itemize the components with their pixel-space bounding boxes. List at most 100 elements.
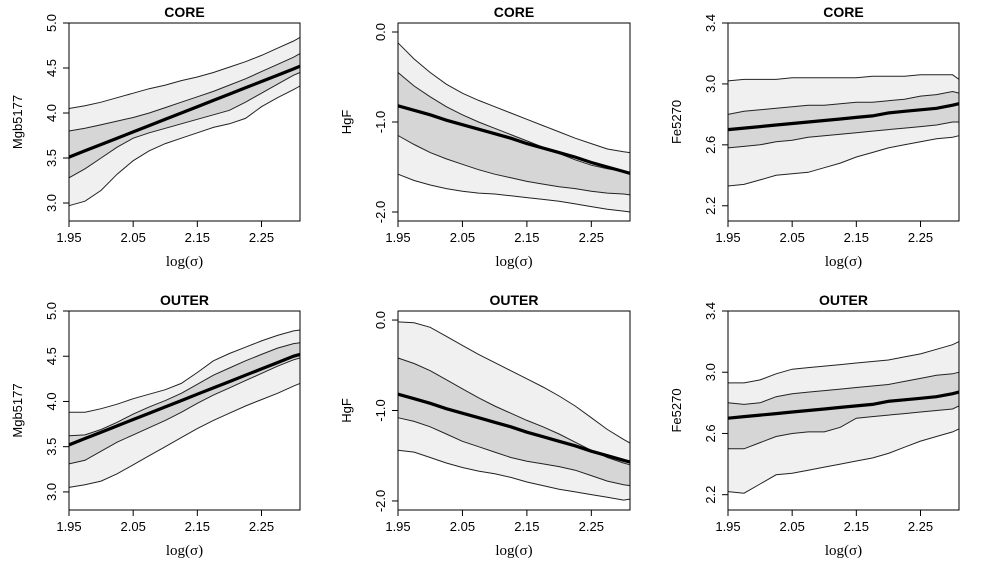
y-tick-label: 5.0 bbox=[44, 302, 59, 320]
band-edge-outer-upper bbox=[69, 329, 301, 413]
y-tick-label: 2.6 bbox=[703, 424, 718, 442]
x-tick-label: 2.05 bbox=[450, 519, 475, 534]
chart-panel-3: CORE 1.95 2.05 2.15 2.25 2.2 2.6 3.0 3.4 log(σ) Fe… bbox=[669, 4, 960, 270]
x-tick-label: 2.15 bbox=[514, 230, 539, 245]
x-tick-label: 2.05 bbox=[450, 230, 475, 245]
x-tick-label: 2.25 bbox=[908, 230, 933, 245]
y-tick-label: 5.0 bbox=[44, 14, 59, 32]
band-edge-outer-lower bbox=[727, 135, 960, 187]
x-tick-label: 2.15 bbox=[185, 230, 210, 245]
band-edge-outer-lower bbox=[727, 428, 960, 494]
band-edge-inner-lower bbox=[727, 121, 959, 149]
band-edge-inner-upper bbox=[68, 342, 301, 437]
y-tick-label: 3.4 bbox=[703, 302, 718, 320]
chart-title: CORE bbox=[823, 4, 863, 20]
y-tick-label: 4.0 bbox=[44, 392, 59, 410]
fit-line bbox=[397, 104, 631, 175]
x-tick-label: 2.25 bbox=[908, 519, 933, 534]
inner-confidence-band bbox=[69, 53, 300, 178]
band-edge-inner-lower bbox=[397, 417, 631, 487]
x-axis-label: log(σ) bbox=[495, 543, 532, 559]
chart-panel-6: OUTER 1.95 2.05 2.15 2.25 2.2 2.6 3.0 3.4 log(σ) F… bbox=[669, 292, 960, 559]
band-edge-inner-lower bbox=[728, 405, 960, 450]
y-tick-label: 3.5 bbox=[44, 438, 59, 456]
x-tick-label: 2.15 bbox=[514, 519, 539, 534]
x-tick-label: 2.15 bbox=[844, 230, 869, 245]
x-axis-label: log(σ) bbox=[825, 254, 862, 270]
y-axis-label: Mgb5177 bbox=[10, 383, 25, 437]
x-axis-label: log(σ) bbox=[495, 254, 532, 270]
x-tick-label: 2.05 bbox=[121, 230, 146, 245]
band-edge-inner-upper bbox=[727, 371, 960, 405]
x-axis-label: log(σ) bbox=[166, 254, 203, 270]
fit-line bbox=[397, 392, 631, 464]
y-tick-label: -2.0 bbox=[373, 490, 388, 512]
band-edge-inner-upper bbox=[397, 72, 631, 173]
y-tick-label: 4.5 bbox=[44, 59, 59, 77]
x-tick-label: 1.95 bbox=[385, 230, 410, 245]
y-tick-label: -2.0 bbox=[373, 201, 388, 223]
chart-panel-2: CORE 1.95 2.05 2.15 2.25 0.0 -1.0 -2.0 log(σ) HgF bbox=[339, 4, 631, 270]
band-edge-outer-lower bbox=[397, 173, 631, 213]
x-tick-label: 2.05 bbox=[780, 230, 805, 245]
chart-title: CORE bbox=[494, 4, 534, 20]
inner-confidence-band bbox=[728, 372, 959, 449]
y-tick-label: 3.0 bbox=[703, 363, 718, 381]
y-tick-label: 2.2 bbox=[703, 197, 718, 215]
x-tick-label: 2.15 bbox=[185, 519, 210, 534]
band-edge-inner-lower bbox=[68, 357, 301, 465]
y-tick-label: 3.4 bbox=[703, 14, 718, 32]
fit-line bbox=[727, 390, 960, 420]
y-tick-label: 2.2 bbox=[703, 486, 718, 504]
y-tick-label: 3.0 bbox=[703, 75, 718, 93]
band-edge-inner-lower bbox=[397, 135, 631, 196]
y-tick-label: 0.0 bbox=[373, 23, 388, 41]
x-tick-label: 1.95 bbox=[385, 519, 410, 534]
band-edge-inner-lower bbox=[68, 72, 301, 179]
x-axis-label: log(σ) bbox=[825, 543, 862, 559]
y-tick-label: -1.0 bbox=[373, 111, 388, 133]
plot-frame bbox=[727, 310, 960, 511]
chart-title: OUTER bbox=[490, 292, 539, 308]
band-edge-outer-upper bbox=[727, 74, 960, 82]
y-tick-label: 3.0 bbox=[44, 483, 59, 501]
chart-title: OUTER bbox=[160, 292, 209, 308]
plot-frame bbox=[68, 310, 301, 511]
fit-line bbox=[68, 352, 301, 447]
band-edge-inner-upper bbox=[727, 90, 960, 115]
y-tick-label: 4.0 bbox=[44, 104, 59, 122]
x-tick-label: 2.15 bbox=[844, 519, 869, 534]
chart-title: CORE bbox=[164, 4, 204, 20]
x-tick-label: 1.95 bbox=[56, 519, 81, 534]
fit-line bbox=[727, 102, 960, 132]
band-edge-outer-lower bbox=[397, 449, 631, 501]
x-tick-label: 2.25 bbox=[579, 230, 604, 245]
y-tick-label: 2.6 bbox=[703, 136, 718, 154]
y-axis-label: HgF bbox=[339, 398, 354, 423]
band-edge-outer-lower bbox=[68, 85, 301, 207]
inner-confidence-band bbox=[398, 358, 630, 486]
band-edge-outer-lower bbox=[68, 382, 301, 488]
x-tick-label: 1.95 bbox=[56, 230, 81, 245]
x-tick-label: 2.25 bbox=[249, 519, 274, 534]
inner-confidence-band bbox=[398, 72, 630, 195]
x-axis-label: log(σ) bbox=[166, 543, 203, 559]
x-tick-label: 2.25 bbox=[249, 230, 274, 245]
y-tick-label: -1.0 bbox=[373, 399, 388, 421]
y-tick-label: 3.5 bbox=[44, 149, 59, 167]
chart-panel-5: OUTER 1.95 2.05 2.15 2.25 0.0 -1.0 -2.0 log(σ) Hg… bbox=[339, 292, 631, 559]
plot-frame bbox=[68, 22, 301, 222]
inner-confidence-band bbox=[69, 342, 300, 464]
chart-panel-1: CORE 1.95 2.05 2.15 2.25 3.0 3.5 4.0 4.5 5.0 log(σ… bbox=[10, 4, 301, 270]
band-edge-outer-upper bbox=[397, 321, 631, 444]
x-tick-label: 2.05 bbox=[121, 519, 146, 534]
x-tick-label: 1.95 bbox=[715, 519, 740, 534]
y-tick-label: 3.0 bbox=[44, 194, 59, 212]
y-axis-label: Fe5270 bbox=[669, 100, 684, 144]
x-tick-label: 2.05 bbox=[780, 519, 805, 534]
band-edge-inner-upper bbox=[68, 53, 301, 132]
chart-panel-4: OUTER 1.95 2.05 2.15 2.25 3.0 3.5 4.0 4.5 5.0 log(… bbox=[10, 292, 301, 559]
x-tick-label: 1.95 bbox=[715, 230, 740, 245]
y-tick-label: 4.5 bbox=[44, 347, 59, 365]
band-edge-outer-upper bbox=[397, 42, 631, 154]
